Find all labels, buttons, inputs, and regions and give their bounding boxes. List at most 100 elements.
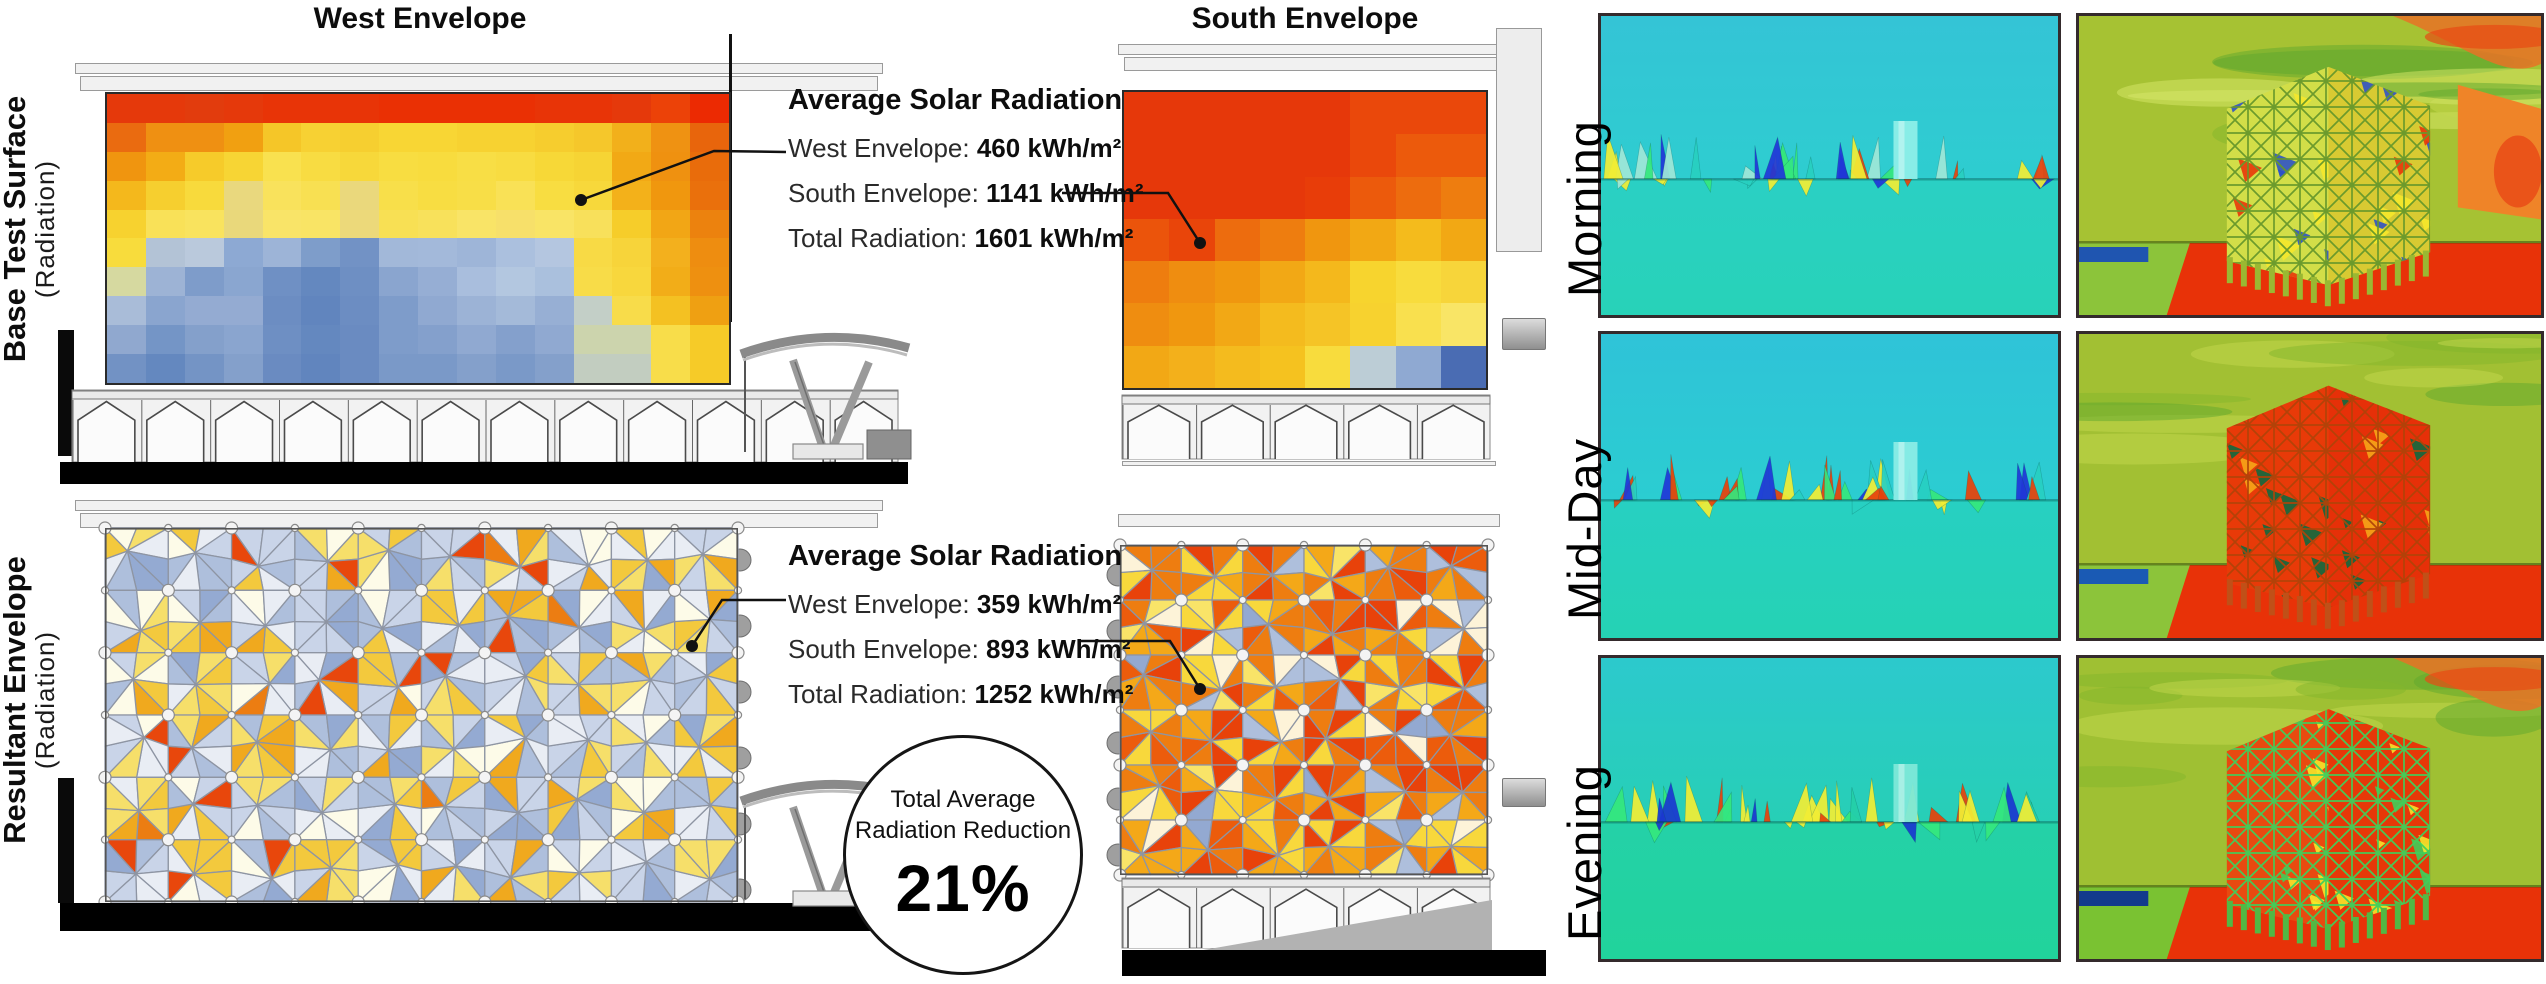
heatmap-cell (612, 94, 652, 123)
colonnade-column (2338, 600, 2345, 627)
envelope-node (1297, 813, 1311, 827)
heatmap-cell (612, 267, 652, 297)
structure-shard (1630, 786, 1650, 823)
heatmap-cell (1214, 345, 1260, 388)
envelope-node (414, 708, 429, 722)
time-label-evening: Evening (1558, 764, 1611, 941)
heatmap-cell (690, 238, 729, 268)
envelope-triangle (1364, 764, 1406, 794)
west-resultant-envelope (98, 521, 745, 909)
envelope-node (478, 646, 492, 660)
heatmap-cell (223, 325, 263, 355)
envelope-triangle (1242, 599, 1269, 629)
sky-streak (2437, 338, 2541, 349)
heatmap-cell (184, 209, 224, 239)
render-canvas (2079, 16, 2541, 315)
ground (1601, 822, 2058, 959)
colonnade-column (2352, 916, 2359, 943)
reduction-badge: Total Average Radiation Reduction 21% (843, 735, 1083, 975)
annotation-total: Total Radiation: 1252 kWh/m² (788, 679, 1133, 710)
heatmap-cell (1169, 345, 1215, 388)
envelope-node (353, 710, 363, 720)
heatmap-cell (262, 180, 302, 210)
envelope-node (417, 773, 426, 782)
badge-value: 21% (895, 851, 1031, 926)
structure-shard (1756, 455, 1777, 501)
heatmap-cell (107, 267, 146, 297)
structure-shard (1931, 499, 1953, 510)
heatmap-cell (107, 209, 146, 239)
heatmap-cell (1350, 303, 1396, 346)
envelope-node (668, 583, 682, 597)
heatmap-cell (1305, 261, 1351, 304)
heatmap-cell (495, 122, 535, 152)
structure-shard (2028, 476, 2041, 501)
water-strip (2079, 891, 2149, 906)
envelope-node (1420, 703, 1434, 717)
structure-shard (1763, 800, 1771, 823)
colonnade-column (2324, 924, 2331, 951)
envelope-triangle (294, 839, 332, 872)
heatmap-cell (1259, 218, 1305, 262)
colonnade-column (2366, 268, 2373, 295)
heatmap-cell (184, 151, 224, 181)
envelope-node (670, 648, 679, 657)
south-base-heatmap (1122, 90, 1488, 390)
colonnade-column (2282, 592, 2289, 619)
horizon-line (1601, 178, 2058, 181)
water-strip (2079, 569, 2149, 584)
heatmap-cell (223, 151, 263, 181)
water-strip (2079, 247, 2149, 262)
structure-shard (1693, 499, 1716, 519)
arcade-arch (559, 400, 618, 462)
heatmap-cell (1214, 303, 1260, 346)
heatmap-cell (418, 267, 457, 297)
arcade-drawing (1121, 394, 1491, 460)
colonnade-column (2366, 590, 2373, 617)
heatmap-cell (495, 180, 535, 210)
heatmap-cell (379, 238, 418, 268)
structure-shard (1781, 460, 1796, 501)
arcade-arch (77, 400, 136, 462)
envelope-node (1358, 648, 1372, 662)
structure-shard (1914, 468, 1933, 501)
heatmap-cell (340, 180, 380, 210)
heatmap-cell (651, 267, 691, 297)
heatmap-cell (223, 122, 263, 152)
heatmap-cell (1440, 134, 1486, 177)
heatmap-cell (145, 354, 185, 383)
structure-shard (1849, 787, 1863, 823)
structure-shard (1877, 485, 1890, 501)
heatmap-cell (379, 296, 418, 326)
heatmap-cell (301, 209, 341, 239)
envelope-node (541, 708, 555, 722)
envelope-node (224, 646, 239, 660)
heatmap-cell (1350, 261, 1396, 304)
envelope-triangle (230, 839, 273, 880)
heatmap-cell (573, 94, 613, 123)
colonnade-column (2282, 914, 2289, 941)
colonnade-column (2408, 577, 2415, 604)
canopy-block (866, 429, 912, 460)
annotation-total-label: Total Radiation: (788, 223, 975, 253)
structure-shard (1935, 135, 1948, 180)
heatmap-cell (340, 296, 380, 326)
envelope-triangle (1242, 709, 1282, 743)
structure-shard (2016, 159, 2035, 180)
envelope-triangle (1242, 544, 1273, 576)
envelope-triangle (1180, 764, 1217, 794)
parapet (75, 63, 883, 74)
envelope-triangle (1242, 819, 1279, 857)
colonnade-column (2422, 894, 2429, 921)
colonnade-column (2310, 920, 2317, 947)
envelope-triangle (294, 589, 327, 623)
heatmap-cell (1395, 134, 1441, 177)
heatmap-cell (612, 354, 652, 383)
heatmap-cell (184, 122, 224, 152)
horizon-line (1601, 821, 2058, 824)
envelope-triangle (357, 839, 399, 872)
annotation-total-value: 1601 kWh/m² (974, 223, 1134, 253)
heatmap-cell (495, 354, 535, 383)
heatmap-cell (1350, 176, 1396, 219)
sky (1601, 16, 2058, 179)
